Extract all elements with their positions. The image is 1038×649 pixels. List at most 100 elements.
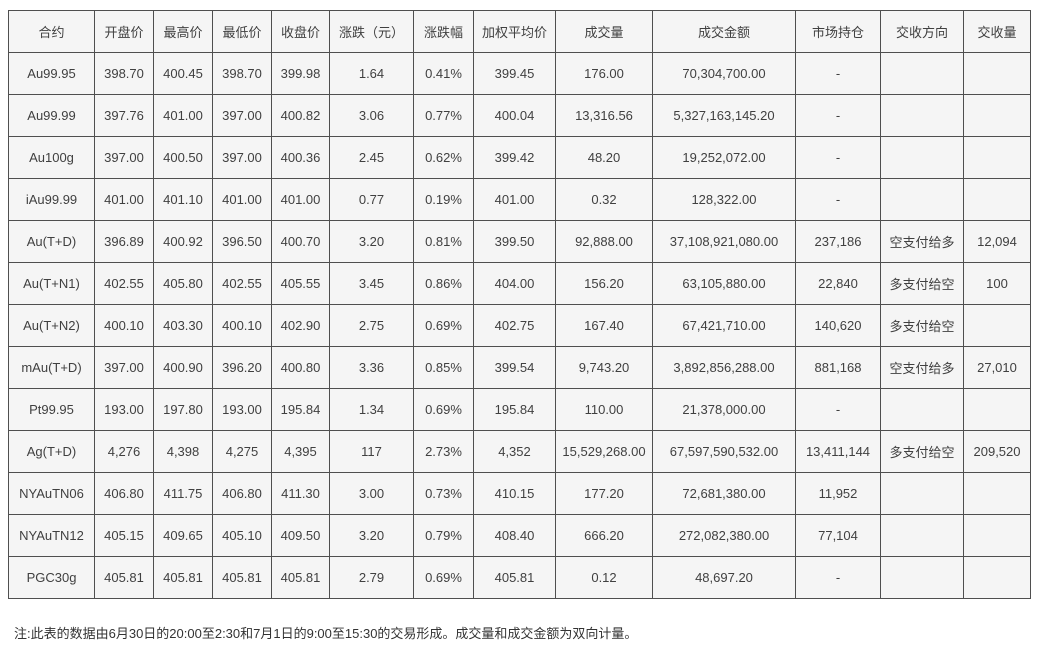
value-cell: 397.00: [94, 136, 154, 179]
column-header-delivery-dir: 交收方向: [880, 10, 964, 53]
value-cell: 0.41%: [413, 52, 474, 95]
value-cell: [880, 52, 964, 95]
value-cell: 405.81: [212, 556, 272, 599]
value-cell: [963, 94, 1031, 137]
table-row: Au99.95 398.70 400.45 398.70 399.98 1.64 0.41%…: [8, 52, 1031, 95]
value-cell: 2.79: [329, 556, 414, 599]
value-cell: 多支付给空: [880, 430, 964, 473]
value-cell: 403.30: [153, 304, 213, 347]
table-row: Ag(T+D) 4,276 4,398 4,275 4,395 117 2.73% 4,352…: [8, 430, 1031, 473]
table-row: Au99.99 397.76 401.00 397.00 400.82 3.06 0.77%…: [8, 94, 1031, 137]
value-cell: [880, 94, 964, 137]
value-cell: 117: [329, 430, 414, 473]
value-cell: 4,275: [212, 430, 272, 473]
value-cell: -: [795, 94, 881, 137]
value-cell: [880, 514, 964, 557]
market-quotes-table: 合约 开盘价 最高价 最低价 收盘价 涨跌（元） 涨跌幅 加权平均价 成交量 成…: [8, 10, 1031, 599]
value-cell: 405.10: [212, 514, 272, 557]
value-cell: 0.81%: [413, 220, 474, 263]
value-cell: 4,395: [271, 430, 330, 473]
value-cell: 0.32: [555, 178, 653, 221]
value-cell: 397.00: [212, 94, 272, 137]
value-cell: 3.00: [329, 472, 414, 515]
value-cell: 37,108,921,080.00: [652, 220, 796, 263]
table-row: NYAuTN06 406.80 411.75 406.80 411.30 3.00 0.73…: [8, 472, 1031, 515]
value-cell: 176.00: [555, 52, 653, 95]
value-cell: 0.73%: [413, 472, 474, 515]
column-header-open-interest: 市场持仓: [795, 10, 881, 53]
value-cell: 399.98: [271, 52, 330, 95]
value-cell: [963, 178, 1031, 221]
value-cell: [963, 136, 1031, 179]
value-cell: [963, 52, 1031, 95]
value-cell: 77,104: [795, 514, 881, 557]
value-cell: 1.64: [329, 52, 414, 95]
table-row: Au(T+N1) 402.55 405.80 402.55 405.55 3.45 0.86…: [8, 262, 1031, 305]
value-cell: 410.15: [473, 472, 556, 515]
value-cell: 4,398: [153, 430, 213, 473]
contract-cell: Au(T+D): [8, 220, 95, 263]
value-cell: 15,529,268.00: [555, 430, 653, 473]
value-cell: 9,743.20: [555, 346, 653, 389]
contract-cell: Au(T+N2): [8, 304, 95, 347]
value-cell: 空支付给多: [880, 220, 964, 263]
value-cell: 400.45: [153, 52, 213, 95]
value-cell: 400.04: [473, 94, 556, 137]
value-cell: 406.80: [212, 472, 272, 515]
value-cell: 63,105,880.00: [652, 262, 796, 305]
column-header-turnover: 成交金额: [652, 10, 796, 53]
contract-cell: Ag(T+D): [8, 430, 95, 473]
value-cell: 48.20: [555, 136, 653, 179]
value-cell: 399.54: [473, 346, 556, 389]
value-cell: 67,421,710.00: [652, 304, 796, 347]
value-cell: 多支付给空: [880, 262, 964, 305]
value-cell: 409.50: [271, 514, 330, 557]
value-cell: 400.70: [271, 220, 330, 263]
column-header-change: 涨跌（元）: [329, 10, 414, 53]
value-cell: 5,327,163,145.20: [652, 94, 796, 137]
value-cell: 237,186: [795, 220, 881, 263]
contract-cell: Au100g: [8, 136, 95, 179]
contract-cell: Pt99.95: [8, 388, 95, 431]
value-cell: -: [795, 178, 881, 221]
value-cell: 3,892,856,288.00: [652, 346, 796, 389]
value-cell: 22,840: [795, 262, 881, 305]
value-cell: 0.77%: [413, 94, 474, 137]
value-cell: 209,520: [963, 430, 1031, 473]
value-cell: 167.40: [555, 304, 653, 347]
value-cell: 0.85%: [413, 346, 474, 389]
table-row: Pt99.95 193.00 197.80 193.00 195.84 1.34 0.69%…: [8, 388, 1031, 431]
table-row: Au(T+D) 396.89 400.92 396.50 400.70 3.20 0.81%…: [8, 220, 1031, 263]
value-cell: 399.42: [473, 136, 556, 179]
column-header-delivery-volume: 交收量: [963, 10, 1031, 53]
value-cell: 401.00: [271, 178, 330, 221]
value-cell: 2.75: [329, 304, 414, 347]
value-cell: 402.90: [271, 304, 330, 347]
value-cell: 70,304,700.00: [652, 52, 796, 95]
value-cell: 128,322.00: [652, 178, 796, 221]
table-row: iAu99.99 401.00 401.10 401.00 401.00 0.77 0.19…: [8, 178, 1031, 221]
value-cell: 400.36: [271, 136, 330, 179]
value-cell: 405.81: [94, 556, 154, 599]
value-cell: 27,010: [963, 346, 1031, 389]
value-cell: 402.75: [473, 304, 556, 347]
value-cell: 0.86%: [413, 262, 474, 305]
value-cell: 13,316.56: [555, 94, 653, 137]
value-cell: 0.12: [555, 556, 653, 599]
value-cell: 405.80: [153, 262, 213, 305]
value-cell: 1.34: [329, 388, 414, 431]
value-cell: 401.00: [94, 178, 154, 221]
value-cell: 3.06: [329, 94, 414, 137]
value-cell: 0.69%: [413, 304, 474, 347]
value-cell: [963, 304, 1031, 347]
value-cell: 4,352: [473, 430, 556, 473]
column-header-volume: 成交量: [555, 10, 653, 53]
value-cell: 404.00: [473, 262, 556, 305]
column-header-high: 最高价: [153, 10, 213, 53]
value-cell: 156.20: [555, 262, 653, 305]
value-cell: 396.20: [212, 346, 272, 389]
value-cell: 3.36: [329, 346, 414, 389]
value-cell: 0.77: [329, 178, 414, 221]
value-cell: 0.69%: [413, 556, 474, 599]
value-cell: -: [795, 388, 881, 431]
